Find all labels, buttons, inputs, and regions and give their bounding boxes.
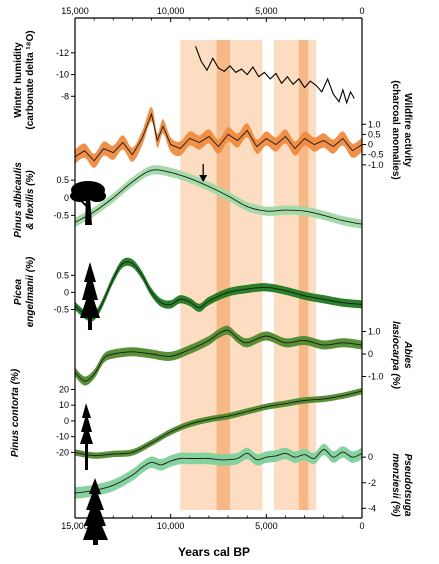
shaded-band-2 bbox=[273, 40, 317, 510]
series-band-pinus-albicaulis bbox=[75, 165, 362, 229]
x-tick-label-bottom: 15,000 bbox=[61, 521, 89, 531]
shaded-band-1 bbox=[216, 40, 230, 510]
spruce-silhouette-icon bbox=[80, 262, 100, 330]
y-tick-label-pinus-contorta: 10 bbox=[59, 400, 69, 410]
y-tick-label-wildfire: 0.5 bbox=[368, 129, 381, 139]
y-tick-label-pseudotsuga: 0 bbox=[368, 452, 373, 462]
series-band-wildfire bbox=[75, 106, 362, 168]
x-tick-label-top: 10,000 bbox=[157, 6, 185, 16]
shaded-bands bbox=[180, 40, 317, 510]
y-tick-label-wildfire: 1.0 bbox=[368, 119, 381, 129]
panel-label-line: Abies bbox=[402, 340, 413, 369]
shaded-band-3 bbox=[298, 40, 309, 510]
panel-label-line: Pinus contorta (%) bbox=[10, 368, 21, 457]
panel-label-picea: Piceaengelmanii (%) bbox=[13, 256, 36, 327]
panel-pinus-albicaulis bbox=[74, 165, 363, 229]
y-tick-label-humidity: -8 bbox=[61, 91, 69, 101]
y-tick-label-pseudotsuga: -2 bbox=[368, 478, 376, 488]
series-line-abies bbox=[74, 329, 363, 382]
y-tick-label-picea: 0.5 bbox=[56, 270, 69, 280]
panel-label-abies: Abieslasiocarpa (%) bbox=[390, 321, 413, 389]
y-tick-label-wildfire: -1.0 bbox=[368, 160, 384, 170]
panel-label-line: Picea bbox=[13, 278, 24, 305]
panel-wildfire bbox=[74, 106, 363, 168]
y-tick-label-abies: -1.0 bbox=[368, 372, 384, 382]
panel-label-line: Wildfire activity bbox=[402, 93, 413, 167]
series-line-pinus-albicaulis bbox=[74, 169, 363, 225]
panel-label-line: (charcoal anomalies) bbox=[390, 80, 401, 179]
panel-label-line: Pinus albicaulis bbox=[13, 162, 24, 238]
panel-label-pseudotsuga: Pseudotsugamenziesii (%) bbox=[390, 453, 413, 517]
y-tick-label-pinus-albicaulis: 0.5 bbox=[56, 175, 69, 185]
y-tick-label-wildfire: 0 bbox=[368, 140, 373, 150]
y-tick-label-abies: 0 bbox=[368, 349, 373, 359]
series-line-picea bbox=[74, 261, 363, 318]
y-tick-label-abies: 1.0 bbox=[368, 327, 381, 337]
y-tick-label-picea: 0 bbox=[64, 287, 69, 297]
x-tick-label-bottom: 0 bbox=[359, 521, 364, 531]
y-tick-label-pinus-contorta: -10 bbox=[56, 432, 69, 442]
series-band-pseudotsuga bbox=[75, 443, 362, 499]
panel-label-line: & flexilis (%) bbox=[25, 170, 36, 230]
y-tick-label-pinus-contorta: 0 bbox=[64, 416, 69, 426]
y-tick-label-pinus-contorta: 20 bbox=[59, 384, 69, 394]
x-tick-label-bottom: 10,000 bbox=[157, 521, 185, 531]
panel-label-line: (carbonate delta ¹⁸O) bbox=[25, 30, 36, 129]
y-tick-label-humidity: -12 bbox=[56, 48, 69, 58]
panel-label-pinus-contorta: Pinus contorta (%) bbox=[10, 368, 21, 457]
panel-label-wildfire: Wildfire activity(charcoal anomalies) bbox=[390, 80, 413, 179]
series-line-humidity bbox=[194, 46, 355, 105]
panel-humidity bbox=[194, 46, 355, 105]
series-layer bbox=[74, 46, 363, 499]
x-tick-label-top: 0 bbox=[359, 6, 364, 16]
arrow-annotation bbox=[199, 164, 208, 182]
douglas-fir-silhouette-icon bbox=[83, 478, 108, 545]
y-tick-label-picea: -0.5 bbox=[53, 305, 69, 315]
panel-label-line: engelmanii (%) bbox=[25, 256, 36, 327]
axes-layer: 15,000 15,000 10,000 10,000 5,000 5,000 0 0 -12 -… bbox=[10, 6, 413, 531]
panel-picea bbox=[74, 257, 363, 322]
series-line-pseudotsuga bbox=[74, 449, 363, 494]
panel-label-humidity: Winter humidity(carbonate delta ¹⁸O) bbox=[13, 30, 36, 129]
y-tick-label-pinus-contorta: -20 bbox=[56, 447, 69, 457]
series-band-pinus-contorta bbox=[75, 387, 362, 459]
x-tick-label-top: 5,000 bbox=[255, 6, 278, 16]
y-tick-label-pinus-albicaulis: 0 bbox=[64, 193, 69, 203]
y-tick-label-pinus-albicaulis: -0.5 bbox=[53, 210, 69, 220]
panel-label-line: menziesii (%) bbox=[390, 453, 401, 517]
arrow-head-icon bbox=[199, 175, 208, 182]
x-axis-label: Years cal BP bbox=[178, 545, 250, 559]
y-tick-label-humidity: -10 bbox=[56, 70, 69, 80]
series-line-wildfire bbox=[74, 112, 363, 162]
y-tick-label-wildfire: -0.5 bbox=[368, 150, 384, 160]
panel-label-line: lasiocarpa (%) bbox=[390, 321, 401, 389]
x-tick-label-bottom: 5,000 bbox=[255, 521, 278, 531]
broadleaf-pine-silhouette-icon bbox=[70, 181, 106, 225]
panel-label-line: Winter humidity bbox=[13, 42, 24, 118]
panel-pseudotsuga bbox=[74, 443, 363, 499]
lodgepole-pine-silhouette-icon bbox=[80, 403, 93, 470]
panel-pinus-contorta bbox=[74, 387, 363, 459]
tree-silhouettes bbox=[70, 181, 108, 545]
panel-abies bbox=[74, 325, 363, 386]
x-tick-label-top: 15,000 bbox=[61, 6, 89, 16]
series-line-pinus-contorta bbox=[74, 390, 363, 457]
panel-label-pinus-albicaulis: Pinus albicaulis& flexilis (%) bbox=[13, 162, 36, 238]
panel-label-line: Pseudotsuga bbox=[402, 454, 413, 517]
series-band-abies bbox=[75, 325, 362, 386]
y-tick-label-pseudotsuga: -4 bbox=[368, 503, 376, 513]
